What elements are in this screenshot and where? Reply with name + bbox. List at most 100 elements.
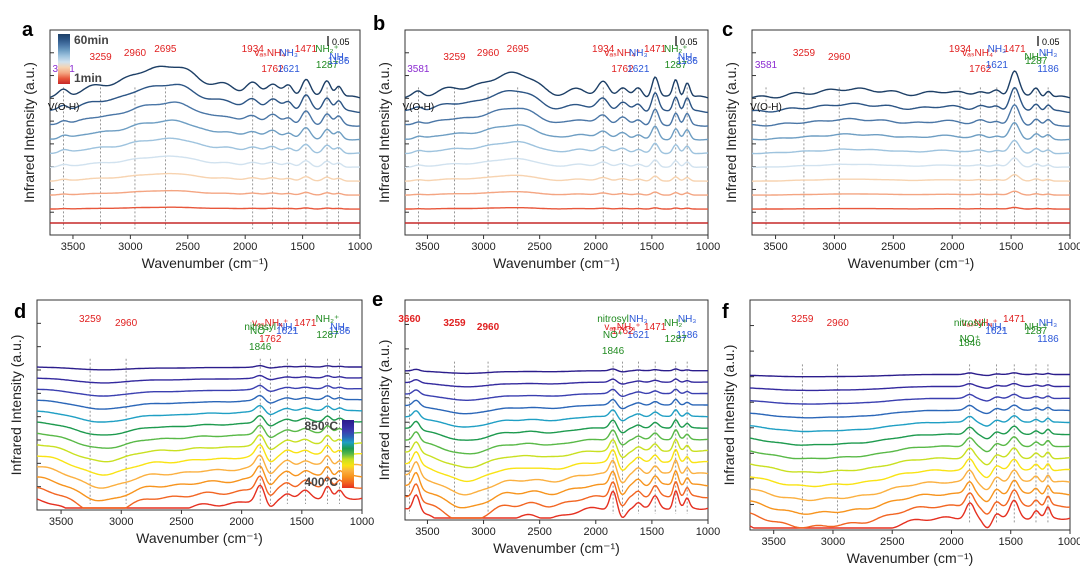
x-tick-label: 2000 — [233, 241, 257, 253]
spectrum-line — [749, 425, 1071, 446]
x-tick-label: 2000 — [584, 526, 608, 538]
x-tick-label: 1000 — [350, 516, 374, 528]
y-axis-title: Infrared Intensity (a.u.) — [721, 345, 737, 486]
x-tick-label: 1000 — [696, 526, 720, 538]
panel-a: a 3500 3000 2500 2000 1500 1000 Wavenumber (cm⁻… — [21, 19, 372, 271]
band-label: vₐₛNH₄⁺ — [604, 322, 640, 333]
legend-top-label: 60min — [74, 33, 109, 47]
band-label: NO⁺ — [960, 334, 980, 345]
spectrum-line — [405, 419, 708, 441]
panel-letter: e — [372, 289, 383, 311]
band-label: NH₂⁺ — [664, 318, 688, 329]
spectrum-line — [36, 414, 362, 436]
spectrum-line — [752, 173, 1070, 182]
band-label: 1186 — [329, 326, 351, 337]
band-label: 1471 — [1003, 314, 1026, 325]
band-label: NH₃ — [1039, 48, 1058, 59]
band-label: NH₂⁺ — [1024, 52, 1048, 63]
spectrum-line — [404, 71, 709, 99]
band-label: 1762 — [259, 334, 282, 345]
spectrum-line — [36, 424, 363, 449]
x-tick-label: 1000 — [1058, 536, 1080, 548]
spectrum-line — [49, 83, 361, 114]
spectrum-line — [749, 393, 1070, 405]
band-label: 3259 — [793, 48, 816, 59]
panel-letter: b — [373, 13, 385, 35]
spectrum-line — [752, 157, 1070, 169]
plot-frame — [751, 29, 1071, 236]
x-tick-label: 1000 — [348, 241, 372, 253]
spectrum-line — [404, 481, 709, 519]
band-label: 1471 — [294, 318, 317, 329]
x-tick-label: 3500 — [415, 526, 439, 538]
spectrum-line — [749, 404, 1070, 419]
x-tick-label: 1500 — [290, 516, 314, 528]
band-label: NH₃ — [629, 48, 648, 59]
x-tick-label: 2500 — [881, 241, 905, 253]
spectrum-line — [752, 190, 1070, 196]
panel-letter: a — [22, 19, 34, 41]
plot-frame — [404, 299, 709, 521]
band-label: 1287 — [1025, 56, 1048, 67]
band-label: NH₃ — [629, 314, 648, 325]
band-label: V(O-H) — [750, 102, 782, 113]
band-label: 3259 — [79, 314, 102, 325]
band-label: 1621 — [276, 326, 299, 337]
x-tick-label: 1500 — [640, 526, 664, 538]
band-label: NH₃ — [987, 322, 1006, 333]
band-label: NH₂⁺ — [1024, 322, 1048, 333]
band-label: 1287 — [665, 334, 688, 345]
spectrum-line — [405, 448, 709, 483]
spectrum-line — [405, 388, 708, 401]
spectrum-line — [49, 101, 361, 127]
band-label: 1934 — [949, 44, 972, 55]
panel-c: c 3500 3000 2500 2000 1500 1000 Wavenumber (cm⁻… — [722, 19, 1080, 271]
band-label: NH₃ — [278, 322, 297, 333]
spectrum-line — [36, 475, 363, 509]
spectrum-line — [404, 438, 708, 469]
x-tick-label: 2500 — [169, 516, 193, 528]
band-label: vₐₛNH₄⁺ — [604, 48, 640, 59]
spectrum-line — [49, 155, 360, 168]
plot-frame — [36, 299, 363, 511]
spectrum-line — [50, 206, 360, 210]
x-tick-label: 1500 — [999, 241, 1023, 253]
spectrum-line — [37, 454, 363, 489]
spectrum-line — [405, 107, 709, 127]
x-tick-label: 1500 — [290, 241, 314, 253]
spectrum-line — [404, 124, 709, 141]
color-scale-bar — [58, 34, 70, 84]
band-label: vₐₛNH₄⁺ — [962, 48, 998, 59]
x-tick-label: 3500 — [763, 241, 787, 253]
x-axis-title: Wavenumber (cm⁻¹) — [493, 255, 620, 271]
band-label: 2960 — [124, 48, 147, 59]
panel-e: e 3500 3000 2500 2000 1500 1000 Wavenumber (cm⁻… — [372, 289, 720, 556]
band-label: vₐₛNH₄⁺ — [252, 318, 288, 329]
scale-bar-label: 0.05 — [332, 37, 350, 47]
x-tick-label: 1000 — [696, 241, 720, 253]
band-label: 2695 — [507, 44, 530, 55]
band-label: NH₃ — [678, 314, 697, 325]
band-label: NH₃ — [1039, 318, 1058, 329]
spectrum-line — [49, 119, 361, 141]
spectrum-line — [405, 191, 708, 196]
spectrum-line — [749, 382, 1070, 392]
band-label: 1287 — [665, 60, 688, 71]
band-label: 1934 — [242, 44, 265, 55]
y-axis-title: Infrared Intensity (a.u.) — [376, 62, 392, 203]
band-label: NH₃ — [988, 44, 1007, 55]
x-tick-label: 2500 — [527, 526, 551, 538]
band-label: 1186 — [328, 56, 350, 67]
spectrum-line — [50, 172, 360, 182]
band-label: 1762 — [611, 64, 634, 75]
band-label: 1762 — [611, 326, 634, 337]
x-tick-label: 3000 — [109, 516, 133, 528]
band-label: 1471 — [644, 322, 667, 333]
band-label: 3581 — [407, 64, 430, 75]
plot-frame — [749, 299, 1071, 531]
band-label: 2960 — [477, 48, 500, 59]
x-tick-label: 2000 — [229, 516, 253, 528]
x-tick-label: 3000 — [471, 526, 495, 538]
band-label: 3581 — [755, 60, 778, 71]
